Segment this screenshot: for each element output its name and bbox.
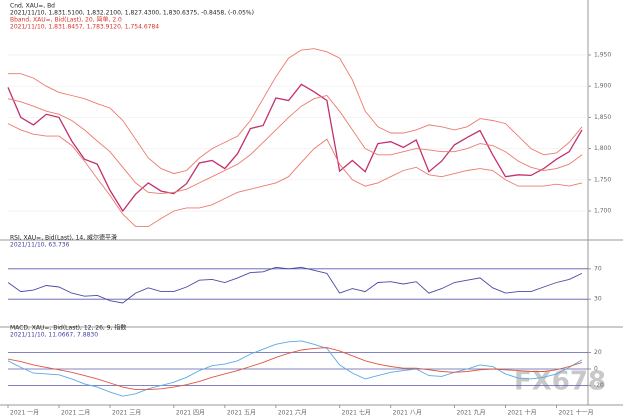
y-tick-label: 1,950	[594, 51, 611, 58]
x-tick-label: 2021 一月	[10, 410, 39, 417]
y-tick-label: 70	[594, 265, 602, 272]
y-tick-label: 1,700	[594, 208, 611, 215]
y-tick-label: 30	[594, 296, 602, 303]
series-line	[7, 266, 583, 304]
y-tick-label: 1,800	[594, 145, 611, 152]
x-tick-label: 2021 六月	[278, 409, 307, 417]
x-tick-label: 2021 三月	[112, 410, 141, 417]
series-line	[7, 123, 583, 228]
y-tick-label: 20	[594, 349, 602, 356]
x-tick-label: 2021 四月	[176, 410, 205, 417]
panel-title: RSI, XAU=, Bid(Last), 14, 威尔德平滑	[10, 234, 117, 242]
x-tick-label: 2021 二月	[61, 410, 90, 417]
panel-title: MACD, XAU=, Bid(Last), 12, 26, 9, 指数	[10, 324, 126, 332]
x-tick-label: 2021 八月	[393, 410, 422, 417]
y-tick-label: 1,850	[594, 114, 611, 121]
x-tick-label: 2021 十一月	[558, 409, 593, 417]
annotation: Bband, XAU=, Bid(Last), 20, 简单, 2.0	[10, 16, 122, 24]
annotation: 2021/11/10, 1,831.8457, 1,783.9120, 1,75…	[10, 24, 159, 31]
y-tick-label: 1,900	[594, 83, 611, 90]
series-line	[7, 340, 583, 397]
series-line	[7, 83, 583, 213]
x-tick-label: 2021 十月	[507, 409, 536, 417]
series-line	[8, 48, 583, 175]
x-tick-label: 2021 五月	[227, 410, 256, 417]
annotation: 2021/11/10, 11.0667, 7.8830	[10, 332, 98, 339]
annotation: 2021/11/10, 63.736	[10, 242, 70, 249]
y-tick-label: -20	[594, 382, 604, 389]
series-line	[7, 94, 583, 195]
y-tick-label: 0	[594, 366, 598, 373]
x-tick-label: 2021 九月	[456, 409, 485, 417]
annotation: 2021/11/10, 1,831.5100, 1,832.2100, 1,82…	[10, 10, 254, 17]
y-tick-label: 1,750	[594, 176, 611, 183]
x-tick-label: 2021 七月	[342, 409, 371, 417]
panel-title: Cnd, XAU=, Bd	[10, 3, 55, 10]
series-line	[7, 347, 583, 391]
